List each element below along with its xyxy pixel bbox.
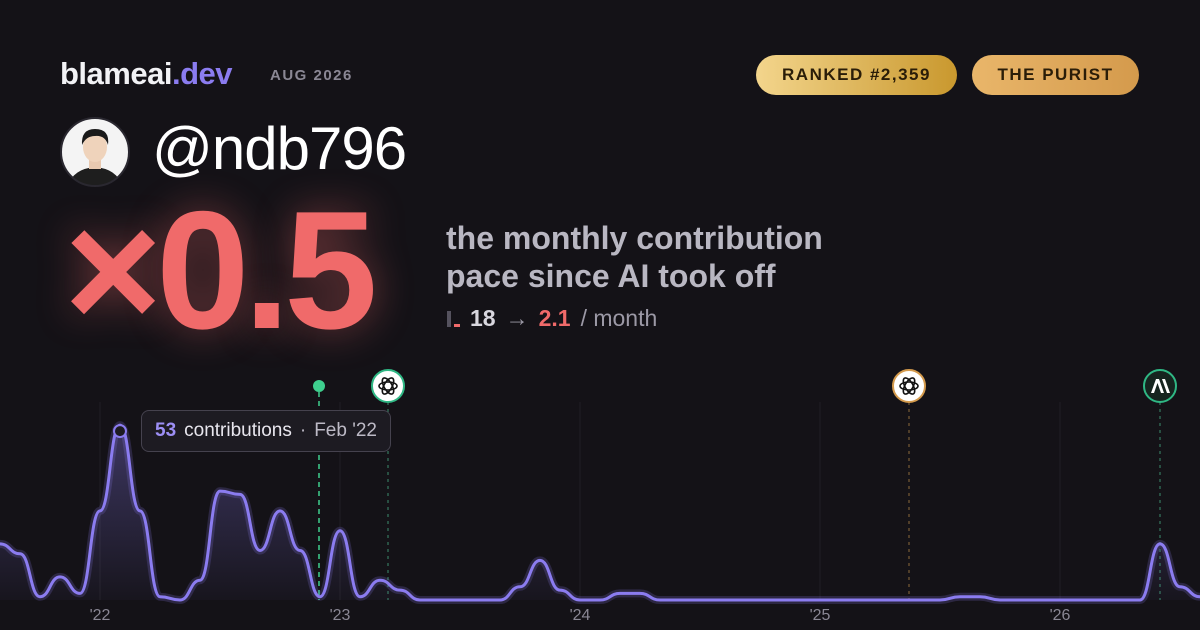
tooltip-date: Feb '22 (314, 420, 377, 441)
highlight-point (113, 424, 127, 439)
pace-after: 2.1 (538, 305, 571, 331)
event-icon (892, 369, 926, 403)
line (0, 423, 1200, 602)
tooltip-value: 53 (155, 420, 177, 441)
persona-badge: THE PURIST (972, 55, 1139, 95)
x-tick-label: '23 (330, 607, 351, 624)
event-icon (371, 369, 405, 403)
rank-badge: RANKED #2,359 (756, 55, 957, 95)
area (0, 425, 1200, 600)
tooltip-label: contributions (184, 420, 292, 441)
pace-arrow: → (505, 305, 529, 331)
pace-unit: / month (580, 305, 658, 331)
pace-stats: 18 → 2.1 / month (446, 305, 657, 332)
brand: blameai.dev (60, 56, 232, 92)
pace-icon (447, 310, 460, 327)
multiplier: ×0.5 (64, 176, 378, 364)
handle: @ndb796 (152, 115, 407, 182)
event-icon (1143, 369, 1177, 403)
caption: the monthly contribution (446, 220, 823, 256)
x-tick-label: '24 (570, 607, 591, 624)
avatar (60, 117, 130, 187)
x-tick-label: '22 (90, 607, 111, 624)
x-tick-label: '26 (1050, 607, 1071, 624)
tooltip: 53 contributions · Feb '22 (141, 410, 391, 452)
tooltip-separator: · (299, 420, 307, 441)
pace-before: 18 (470, 305, 496, 331)
brand-suffix: .dev (171, 56, 233, 91)
period: AUG 2026 (270, 67, 353, 84)
x-tick-label: '25 (810, 607, 831, 624)
brand-name: blameai (60, 56, 172, 91)
caption: pace since AI took off (446, 258, 776, 294)
event-dot (313, 380, 325, 392)
